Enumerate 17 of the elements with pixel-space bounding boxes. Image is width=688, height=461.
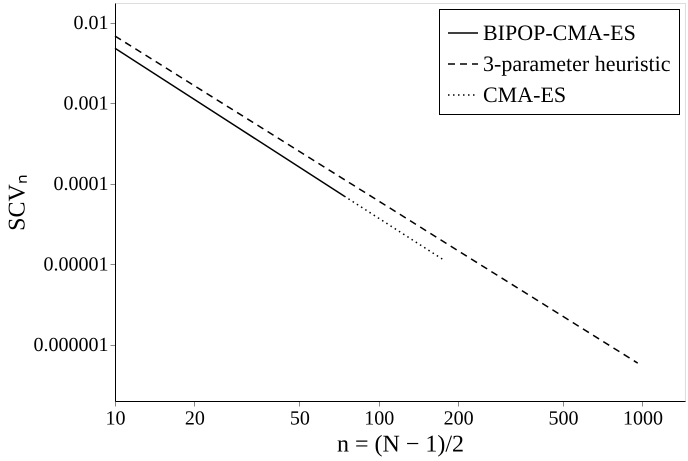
legend-label: BIPOP-CMA-ES (483, 20, 636, 45)
y-tick-label: 0.0001 (54, 173, 108, 196)
x-tick-label: 20 (184, 408, 205, 430)
x-tick-label: 50 (290, 408, 310, 430)
legend-label: 3-parameter heuristic (483, 51, 671, 76)
legend-label: CMA-ES (483, 82, 566, 107)
y-tick-label: 0.01 (74, 12, 108, 34)
x-tick-label: 200 (444, 408, 474, 430)
y-axis-title: SCVₙ (4, 174, 30, 231)
x-tick-label: 500 (548, 408, 579, 430)
x-axis-title: n = (N − 1)/2 (336, 432, 464, 458)
x-tick-label: 1000 (622, 408, 663, 430)
x-tick-label: 10 (106, 408, 126, 430)
y-tick-label: 0.001 (64, 92, 108, 115)
y-tick-label: 0.000001 (34, 334, 108, 356)
x-tick-label: 100 (364, 408, 394, 430)
y-tick-label: 0.00001 (44, 254, 108, 276)
